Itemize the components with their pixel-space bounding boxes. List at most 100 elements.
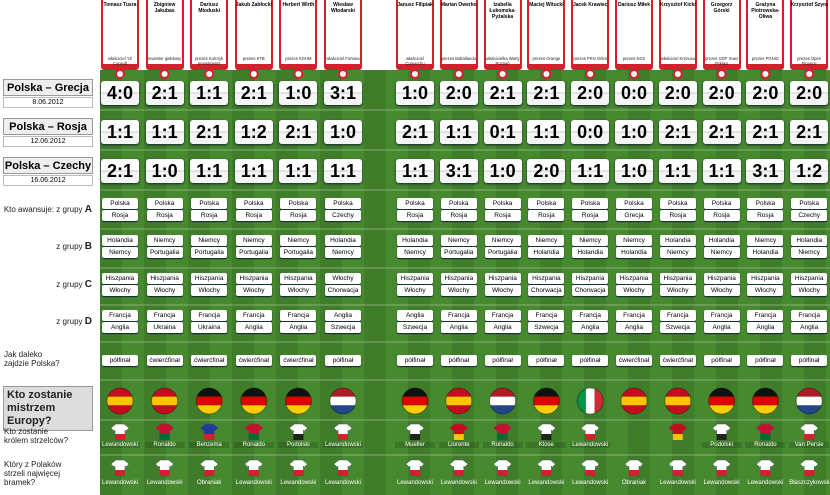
flag-shine xyxy=(195,387,223,415)
team-pill: Holandia xyxy=(325,235,361,246)
team-pill: Holandia xyxy=(572,247,609,258)
team-pill: Polska xyxy=(528,198,565,209)
flag-stripe xyxy=(577,388,586,414)
score-tile: 3:1 xyxy=(324,81,362,105)
polish-scorer-name: Lewandowski xyxy=(440,480,477,486)
flag-shine xyxy=(664,387,692,415)
flag-stripe xyxy=(151,396,178,406)
team-pill: Włochy xyxy=(659,285,696,296)
card-ring xyxy=(672,69,683,79)
jersey-band xyxy=(248,434,259,440)
poland-stage: półfinał xyxy=(484,355,521,366)
poland-stage: ćwierćfinał xyxy=(616,355,652,366)
poland-stage: półfinał xyxy=(703,355,740,366)
flag-stripe xyxy=(151,405,178,414)
person-role: prezes GDF Suez Polska xyxy=(704,56,739,66)
card-ring xyxy=(159,69,170,79)
scorer-name: Ronaldo xyxy=(745,442,786,448)
flag-stripe xyxy=(445,396,472,406)
poland-stage: półfinał xyxy=(397,355,433,366)
card-ring xyxy=(453,69,464,79)
score-tile: 1:0 xyxy=(615,120,653,144)
card-inner xyxy=(103,0,137,64)
scorer-jersey xyxy=(580,423,600,441)
flag-stripe xyxy=(445,405,472,414)
flag-shine xyxy=(576,387,604,415)
team-pill: Francja xyxy=(280,310,317,321)
jersey-band xyxy=(115,434,125,440)
team-pill: Niemcy xyxy=(528,235,565,246)
jersey-band xyxy=(804,470,815,476)
score-tile: 1:0 xyxy=(615,159,653,183)
poland-stage: ćwierćfinał xyxy=(191,355,228,366)
flag-stripe xyxy=(708,388,735,397)
team-pill: Polska xyxy=(325,198,361,209)
team-pill: Rosja xyxy=(235,210,272,221)
flag-stripe xyxy=(330,405,356,414)
team-pill: Rosja xyxy=(747,210,784,221)
score-tile: 1:1 xyxy=(571,159,610,183)
team-pill: Włochy xyxy=(747,285,784,296)
scorer-jersey xyxy=(493,423,512,441)
team-pill: Anglia xyxy=(440,322,477,333)
card-inner xyxy=(792,0,827,64)
jersey-band xyxy=(410,434,420,440)
scorer-jersey xyxy=(244,423,264,441)
scorer-question: Kto zostanie królem strzelców? xyxy=(4,427,69,445)
scorer-name: Benzema xyxy=(189,442,230,448)
group-letter: A xyxy=(84,204,92,215)
person-name: Grażyna Piotrowska-Oliwa xyxy=(751,2,780,20)
scorer-jersey xyxy=(289,423,308,441)
scorer-jersey xyxy=(537,423,556,441)
score-tile: 1:1 xyxy=(702,159,741,183)
polish-scorer-name: Lewandowski xyxy=(324,480,362,486)
poland-stage: półfinał xyxy=(102,355,138,366)
team-pill: Grecja xyxy=(616,210,652,221)
flag-stripe xyxy=(240,388,267,397)
team-pill: Rosja xyxy=(440,210,477,221)
team-pill: Hiszpania xyxy=(397,273,433,284)
match-title: Polska – Rosja xyxy=(3,118,93,135)
person-name: Wiesław Włodarski xyxy=(331,2,355,14)
jersey-band xyxy=(115,470,125,476)
flag-stripe xyxy=(489,405,516,414)
jersey-band xyxy=(541,470,552,476)
team-pill: Francja xyxy=(528,310,565,321)
card-ring xyxy=(115,69,125,79)
scorer-name: Van Persie xyxy=(789,442,830,448)
score-tile: 1:1 xyxy=(279,159,318,183)
poland-stage: ćwierćfinał xyxy=(280,355,317,366)
team-pill: Niemcy xyxy=(280,235,317,246)
card-inner xyxy=(147,0,182,64)
polish-scorer-question: Który z Polaków strzeli najwięcej bramek… xyxy=(4,460,62,487)
jersey-band xyxy=(204,434,215,440)
polish-jersey xyxy=(756,459,775,477)
polish-scorer-name: Lewandowski xyxy=(146,480,183,486)
poland-stage: półfinał xyxy=(528,355,565,366)
match-date: 16.06.2012 xyxy=(3,175,93,186)
score-tile: 2:1 xyxy=(746,120,785,144)
jersey-band xyxy=(629,470,639,476)
team-pill: Rosja xyxy=(572,210,609,221)
jersey-band xyxy=(453,470,464,476)
team-pill: Polska xyxy=(280,198,317,209)
poland-question: Jak daleko zajdzie Polska? xyxy=(4,350,60,368)
flag-stripe xyxy=(664,405,691,414)
team-pill: Anglia xyxy=(791,322,828,333)
scorer-name: Llorente xyxy=(438,442,479,448)
person-name: Grzegorz Górski xyxy=(710,2,733,14)
person-role: prezes Kulczyk Investments xyxy=(195,56,224,66)
scorer-name: Ronaldo xyxy=(144,442,185,448)
card-inner xyxy=(281,0,316,64)
card-inner xyxy=(660,0,695,64)
flag-stripe xyxy=(796,405,823,414)
polish-jersey xyxy=(668,459,688,477)
team-pill: Anglia xyxy=(616,322,652,333)
polish-scorer-name: Lewandowski xyxy=(280,480,317,486)
team-pill: Szwecja xyxy=(659,322,696,333)
team-pill: Rosja xyxy=(703,210,740,221)
flag-stripe xyxy=(196,396,223,406)
scorer-jersey xyxy=(333,423,353,441)
team-pill: Anglia xyxy=(397,310,433,321)
team-pill: Hiszpania xyxy=(146,273,183,284)
